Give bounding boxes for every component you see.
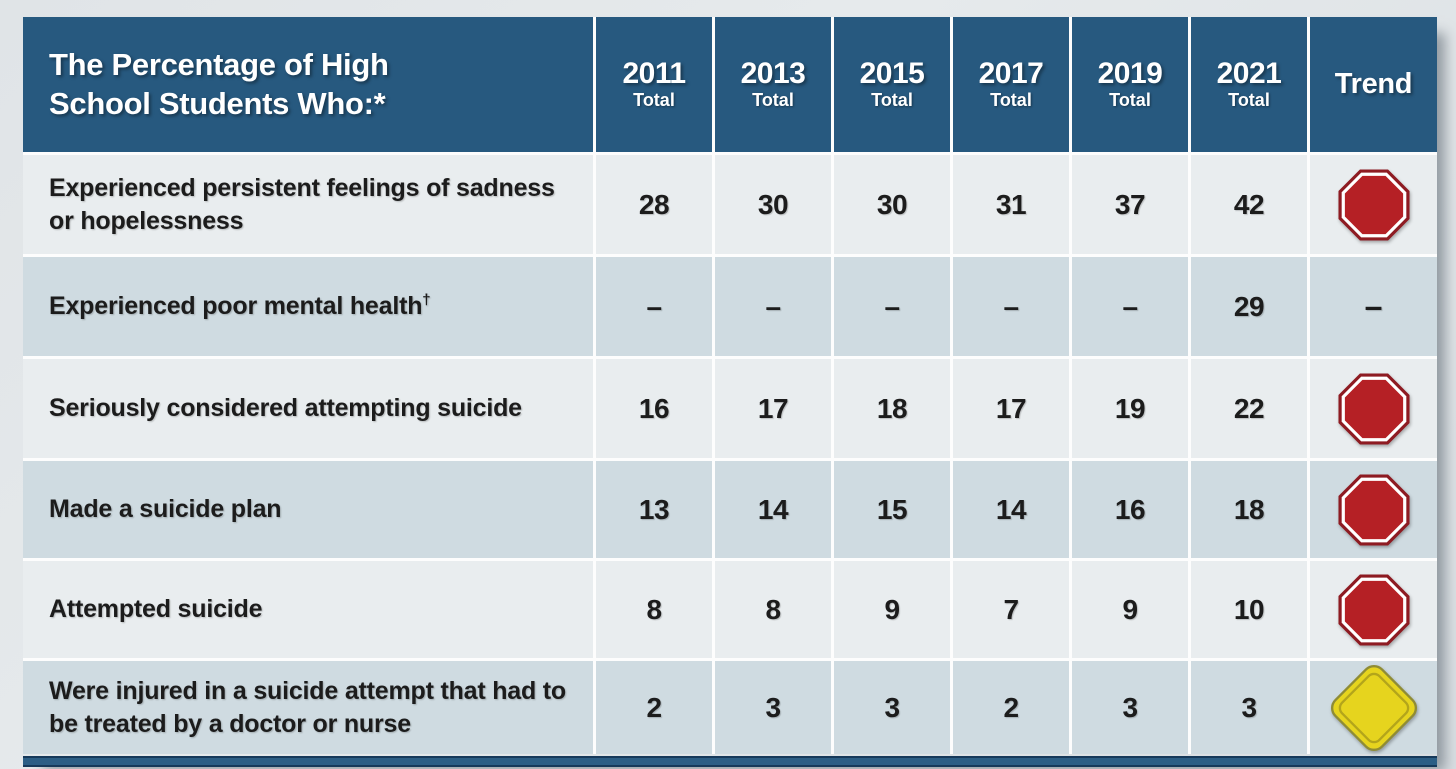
value-cell: 8 [596, 561, 712, 658]
value-cell: 42 [1191, 155, 1307, 254]
table-row-label: Attempted suicide [23, 561, 593, 658]
value-cell: 19 [1072, 359, 1188, 458]
stop-sign-icon [1337, 473, 1410, 546]
stop-sign-icon [1337, 168, 1410, 241]
column-header-trend: Trend [1310, 17, 1437, 152]
stop-sign-icon [1337, 372, 1410, 445]
value-cell: 16 [1072, 461, 1188, 558]
value-cell: 14 [715, 461, 831, 558]
value-cell: 7 [953, 561, 1069, 658]
row-label: Experienced persistent feelings of sadne… [49, 174, 555, 235]
value-cell: 13 [596, 461, 712, 558]
value-cell: 29 [1191, 257, 1307, 356]
caution-diamond-icon [1330, 664, 1417, 751]
table-row-label: Experienced poor mental health† [23, 257, 593, 356]
value-cell: 14 [953, 461, 1069, 558]
value-cell: 30 [715, 155, 831, 254]
trend-cell: – [1310, 155, 1437, 254]
table-row-label: Seriously considered attempting suicide [23, 359, 593, 458]
total-sublabel: Total [752, 89, 794, 110]
value-cell: 18 [1191, 461, 1307, 558]
page-title: The Percentage of High School Students W… [49, 47, 389, 121]
value-cell: 17 [953, 359, 1069, 458]
trend-cell: – [1310, 461, 1437, 558]
value-cell: 3 [1191, 661, 1307, 754]
value-cell: 2 [953, 661, 1069, 754]
year-label: 2011 [622, 57, 686, 91]
total-sublabel: Total [990, 89, 1032, 110]
value-cell: 18 [834, 359, 950, 458]
trend-cell: – [1310, 561, 1437, 658]
year-label: 2017 [978, 57, 1044, 91]
total-sublabel: Total [1109, 89, 1151, 110]
value-cell: 3 [1072, 661, 1188, 754]
value-cell: – [953, 257, 1069, 356]
value-cell: 9 [1072, 561, 1188, 658]
value-cell: 28 [596, 155, 712, 254]
dash-icon: – [1364, 288, 1383, 324]
trend-header-label: Trend [1334, 68, 1413, 100]
table-row-label: Made a suicide plan [23, 461, 593, 558]
students-table: The Percentage of High School Students W… [23, 17, 1437, 767]
value-cell: 17 [715, 359, 831, 458]
value-cell: 15 [834, 461, 950, 558]
row-label: Seriously considered attempting suicide [49, 394, 522, 423]
row-label: Attempted suicide [49, 595, 263, 624]
trend-cell: – [1310, 257, 1437, 356]
stop-sign-icon [1337, 573, 1410, 646]
row-label: Experienced poor mental health [49, 292, 423, 321]
column-header-2011: 2011 Total [596, 17, 712, 152]
value-cell: – [715, 257, 831, 356]
table-row-label: Were injured in a suicide attempt that h… [23, 661, 593, 754]
value-cell: 37 [1072, 155, 1188, 254]
value-cell: – [834, 257, 950, 356]
column-header-2019: 2019 Total [1072, 17, 1188, 152]
table-grid: The Percentage of High School Students W… [23, 17, 1437, 754]
value-cell: 16 [596, 359, 712, 458]
table-row-label: Experienced persistent feelings of sadne… [23, 155, 593, 254]
value-cell: – [596, 257, 712, 356]
year-label: 2015 [859, 57, 925, 91]
value-cell: 8 [715, 561, 831, 658]
year-label: 2019 [1097, 57, 1163, 91]
value-cell: 22 [1191, 359, 1307, 458]
column-header-2013: 2013 Total [715, 17, 831, 152]
year-label: 2013 [740, 57, 806, 91]
total-sublabel: Total [871, 89, 913, 110]
value-cell: 3 [834, 661, 950, 754]
year-label: 2021 [1216, 57, 1282, 91]
column-header-2015: 2015 Total [834, 17, 950, 152]
column-header-2021: 2021 Total [1191, 17, 1307, 152]
total-sublabel: Total [633, 89, 675, 110]
value-cell: 10 [1191, 561, 1307, 658]
trend-cell: – [1310, 359, 1437, 458]
row-label: Were injured in a suicide attempt that h… [49, 677, 567, 738]
value-cell: – [1072, 257, 1188, 356]
value-cell: 2 [596, 661, 712, 754]
table-title-cell: The Percentage of High School Students W… [23, 17, 593, 152]
value-cell: 9 [834, 561, 950, 658]
trend-cell: – [1310, 661, 1437, 754]
column-header-2017: 2017 Total [953, 17, 1069, 152]
value-cell: 30 [834, 155, 950, 254]
value-cell: 31 [953, 155, 1069, 254]
row-label-sup: † [422, 291, 431, 309]
row-label: Made a suicide plan [49, 495, 282, 524]
bottom-accent-bar [23, 756, 1437, 767]
total-sublabel: Total [1228, 89, 1270, 110]
value-cell: 3 [715, 661, 831, 754]
